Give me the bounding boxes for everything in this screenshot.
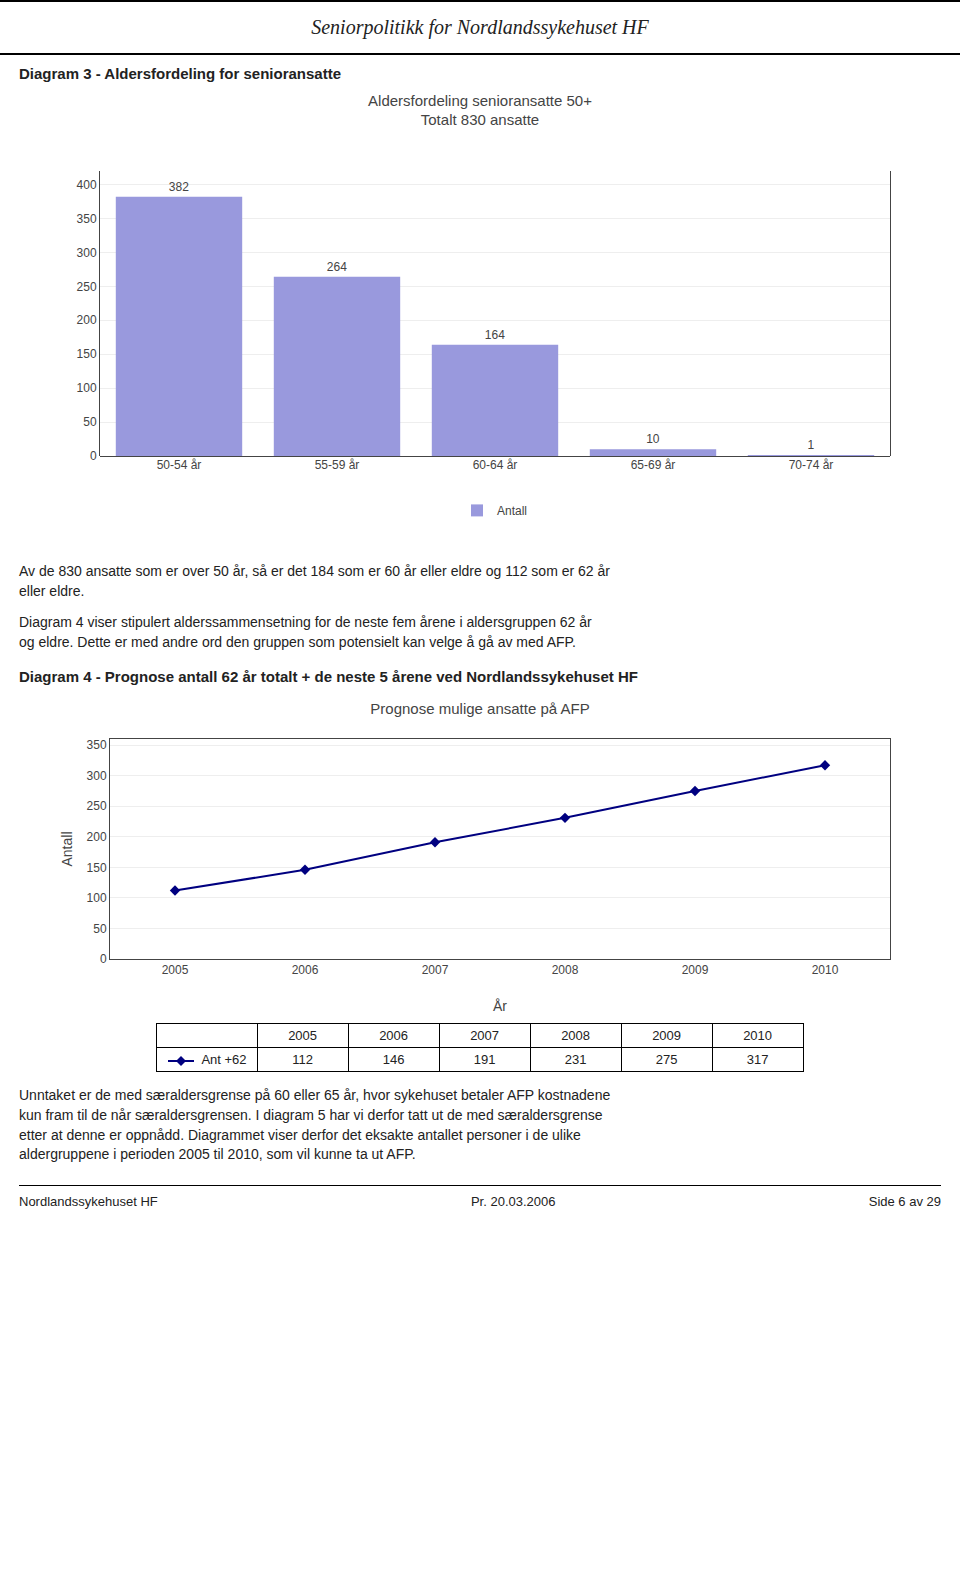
html-text:Av de 830 ansatte som er over: Av de 830 ansatte som er over 50 år, så … [19, 563, 610, 599]
html-text:Diagram 3 - Aldersfordeling fo: Diagram 3 - Aldersfordeling for senioran… [19, 65, 341, 82]
svg-text:0: 0 [100, 953, 107, 967]
svg-text:50: 50 [93, 922, 107, 936]
svg-text:Antall: Antall [59, 832, 75, 867]
html-text:Pr. 20.03.2006: Pr. 20.03.2006 [470, 1193, 556, 1209]
svg-text:350: 350 [87, 739, 107, 753]
svg-text:Prognose mulige ansatte på AFP: Prognose mulige ansatte på AFP [370, 700, 589, 717]
svg-text:264: 264 [327, 260, 347, 274]
html-text:Diagram 4 viser stipulert alde: Diagram 4 viser stipulert alderssammense… [19, 614, 592, 650]
html-text:112: 112 [292, 1052, 313, 1068]
svg-text:300: 300 [87, 769, 107, 783]
svg-text:2006: 2006 [292, 964, 319, 978]
svg-text:60-64 år: 60-64 år [473, 458, 518, 472]
svg-text:250: 250 [77, 280, 97, 294]
svg-text:300: 300 [77, 246, 97, 260]
svg-text:50-54 år: 50-54 år [157, 458, 202, 472]
svg-text:100: 100 [77, 381, 97, 395]
svg-text:1: 1 [808, 438, 815, 452]
svg-text:0: 0 [90, 449, 97, 463]
svg-text:164: 164 [485, 328, 505, 342]
svg-text:2008: 2008 [552, 964, 579, 978]
svg-text:Antall: Antall [497, 504, 527, 518]
html-text:Unntaket er de med særaldersgr: Unntaket er de med særaldersgrense på 60… [19, 1087, 611, 1163]
svg-text:150: 150 [77, 347, 97, 361]
svg-text:År: År [493, 998, 507, 1014]
svg-text:150: 150 [87, 861, 107, 875]
html-text:2008: 2008 [561, 1028, 590, 1044]
svg-text:2005: 2005 [162, 964, 189, 978]
html-text:317: 317 [746, 1052, 769, 1068]
html-text:Side 6 av 29: Side 6 av 29 [868, 1193, 941, 1209]
svg-text:400: 400 [77, 178, 97, 192]
html-text:Nordlandssykehuset HF: Nordlandssykehuset HF [19, 1193, 158, 1209]
html-text:191: 191 [473, 1052, 496, 1068]
svg-text:350: 350 [77, 212, 97, 226]
svg-text:Aldersfordeling senioransatte: Aldersfordeling senioransatte 50+Totalt … [368, 92, 592, 129]
html-text:275: 275 [655, 1052, 678, 1068]
svg-text:200: 200 [77, 313, 97, 327]
html-text:Seniorpolitikk for Nordlandssy: Seniorpolitikk for Nordlandssykehuset HF [311, 16, 649, 38]
html-text:2007: 2007 [470, 1028, 499, 1044]
svg-text:50: 50 [83, 415, 97, 429]
svg-text:2010: 2010 [812, 964, 839, 978]
html-text:2010: 2010 [743, 1028, 772, 1044]
svg-text:382: 382 [169, 180, 189, 194]
svg-text:10: 10 [646, 432, 660, 446]
svg-text:70-74 år: 70-74 år [789, 458, 834, 472]
svg-text:2007: 2007 [422, 964, 449, 978]
html-text:2006: 2006 [379, 1028, 408, 1044]
html-text:2009: 2009 [652, 1028, 681, 1044]
svg-text:55-59 år: 55-59 år [315, 458, 360, 472]
html-text:231: 231 [564, 1052, 587, 1068]
svg-text:100: 100 [87, 891, 107, 905]
svg-text:65-69 år: 65-69 år [631, 458, 676, 472]
html-text:Ant +62: Ant +62 [201, 1052, 247, 1068]
svg-text:250: 250 [87, 800, 107, 814]
svg-text:200: 200 [87, 830, 107, 844]
svg-text:2009: 2009 [682, 964, 709, 978]
html-text:Diagram 4 - Prognose antall 62: Diagram 4 - Prognose antall 62 år totalt… [19, 668, 638, 686]
html-text:146: 146 [382, 1052, 405, 1068]
html-text:2005: 2005 [288, 1028, 317, 1044]
